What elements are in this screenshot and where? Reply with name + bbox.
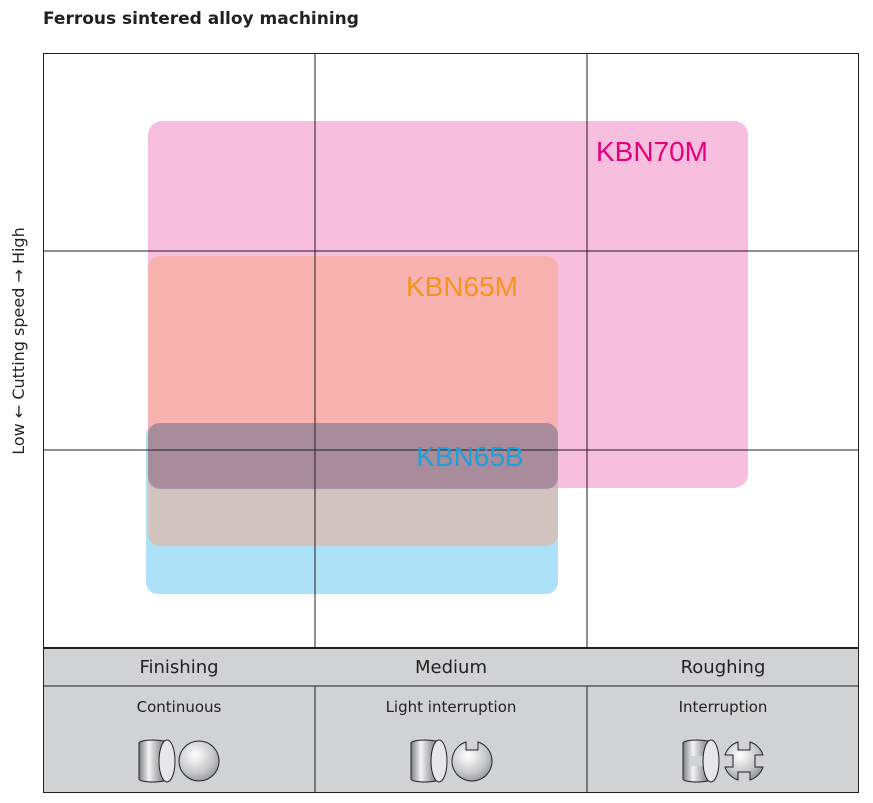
kbn65b-overlap-region [148,423,558,489]
mode-interruption: Interruption [678,698,768,716]
mode-light-interruption: Light interruption [385,698,517,716]
light-interruption-workpiece-icon [410,739,493,783]
condition-band [43,648,859,793]
grid [43,53,859,648]
kbn70m-label: KBN70M [596,136,708,167]
level-roughing: Roughing [680,657,766,678]
plot-border [43,53,859,648]
kbn65m-region [148,256,558,546]
diagram-title: Ferrous sintered alloy machining [43,9,359,29]
mode-continuous: Continuous [136,698,222,716]
level-finishing: Finishing [139,657,219,678]
continuous-cut-workpiece-icon [138,739,220,783]
kbn65m-label: KBN65M [406,271,518,302]
level-medium: Medium [415,657,487,678]
interruption-workpiece-icon [682,739,764,783]
kbn65b-label: KBN65B [416,441,523,472]
